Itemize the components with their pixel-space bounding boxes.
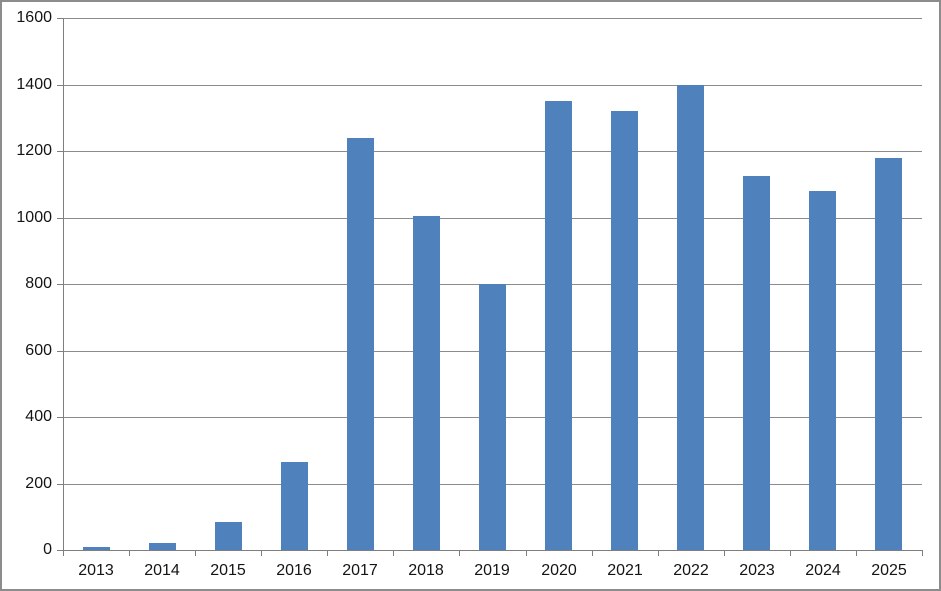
y-axis-label: 200 <box>25 475 52 492</box>
x-axis-tick <box>327 551 328 556</box>
x-axis-tick <box>63 551 64 556</box>
bar <box>809 191 836 550</box>
y-axis-tick <box>57 151 63 152</box>
y-axis-tick <box>57 417 63 418</box>
bar <box>83 547 110 550</box>
x-axis-label: 2015 <box>210 562 246 579</box>
x-axis-tick <box>526 551 527 556</box>
y-axis-label: 1400 <box>16 76 52 93</box>
bar <box>281 462 308 550</box>
y-axis-label: 1200 <box>16 142 52 159</box>
y-axis-tick <box>57 550 63 551</box>
x-axis-label: 2018 <box>408 562 444 579</box>
y-axis-label: 800 <box>25 275 52 292</box>
x-axis-label: 2025 <box>871 562 907 579</box>
x-axis-tick <box>658 551 659 556</box>
y-axis-label: 400 <box>25 408 52 425</box>
x-axis-tick <box>922 551 923 556</box>
x-axis-tick <box>195 551 196 556</box>
bar <box>479 284 506 550</box>
x-axis-label: 2024 <box>805 562 841 579</box>
y-axis-line <box>63 18 64 550</box>
x-axis-label: 2021 <box>607 562 643 579</box>
x-axis-line <box>63 550 923 551</box>
y-gridline <box>63 151 922 152</box>
x-axis-tick <box>459 551 460 556</box>
x-axis-label: 2016 <box>276 562 312 579</box>
y-gridline <box>63 218 922 219</box>
x-axis-label: 2019 <box>474 562 510 579</box>
y-axis-label: 1600 <box>16 9 52 26</box>
bar <box>347 138 374 550</box>
bar <box>215 522 242 550</box>
x-axis-tick <box>790 551 791 556</box>
y-axis-label: 600 <box>25 342 52 359</box>
y-axis-tick <box>57 85 63 86</box>
x-axis-label: 2014 <box>144 562 180 579</box>
bar <box>875 158 902 550</box>
y-axis-label: 1000 <box>16 209 52 226</box>
bar <box>611 111 638 550</box>
x-axis-tick <box>129 551 130 556</box>
x-axis-tick <box>856 551 857 556</box>
y-axis-tick <box>57 484 63 485</box>
bar <box>743 176 770 550</box>
x-axis-label: 2023 <box>739 562 775 579</box>
x-axis-label: 2020 <box>541 562 577 579</box>
x-axis-tick <box>261 551 262 556</box>
x-axis-tick <box>724 551 725 556</box>
y-axis-tick <box>57 284 63 285</box>
y-gridline <box>63 18 922 19</box>
x-axis-label: 2013 <box>78 562 114 579</box>
y-axis-tick <box>57 351 63 352</box>
bar <box>149 543 176 550</box>
y-axis-label: 0 <box>43 541 52 558</box>
x-axis-label: 2022 <box>673 562 709 579</box>
bar <box>677 85 704 550</box>
x-axis-tick <box>592 551 593 556</box>
y-axis-tick <box>57 18 63 19</box>
x-axis-label: 2017 <box>342 562 378 579</box>
bar <box>545 101 572 550</box>
x-axis-tick <box>393 551 394 556</box>
y-gridline <box>63 85 922 86</box>
y-axis-tick <box>57 218 63 219</box>
bar <box>413 216 440 550</box>
